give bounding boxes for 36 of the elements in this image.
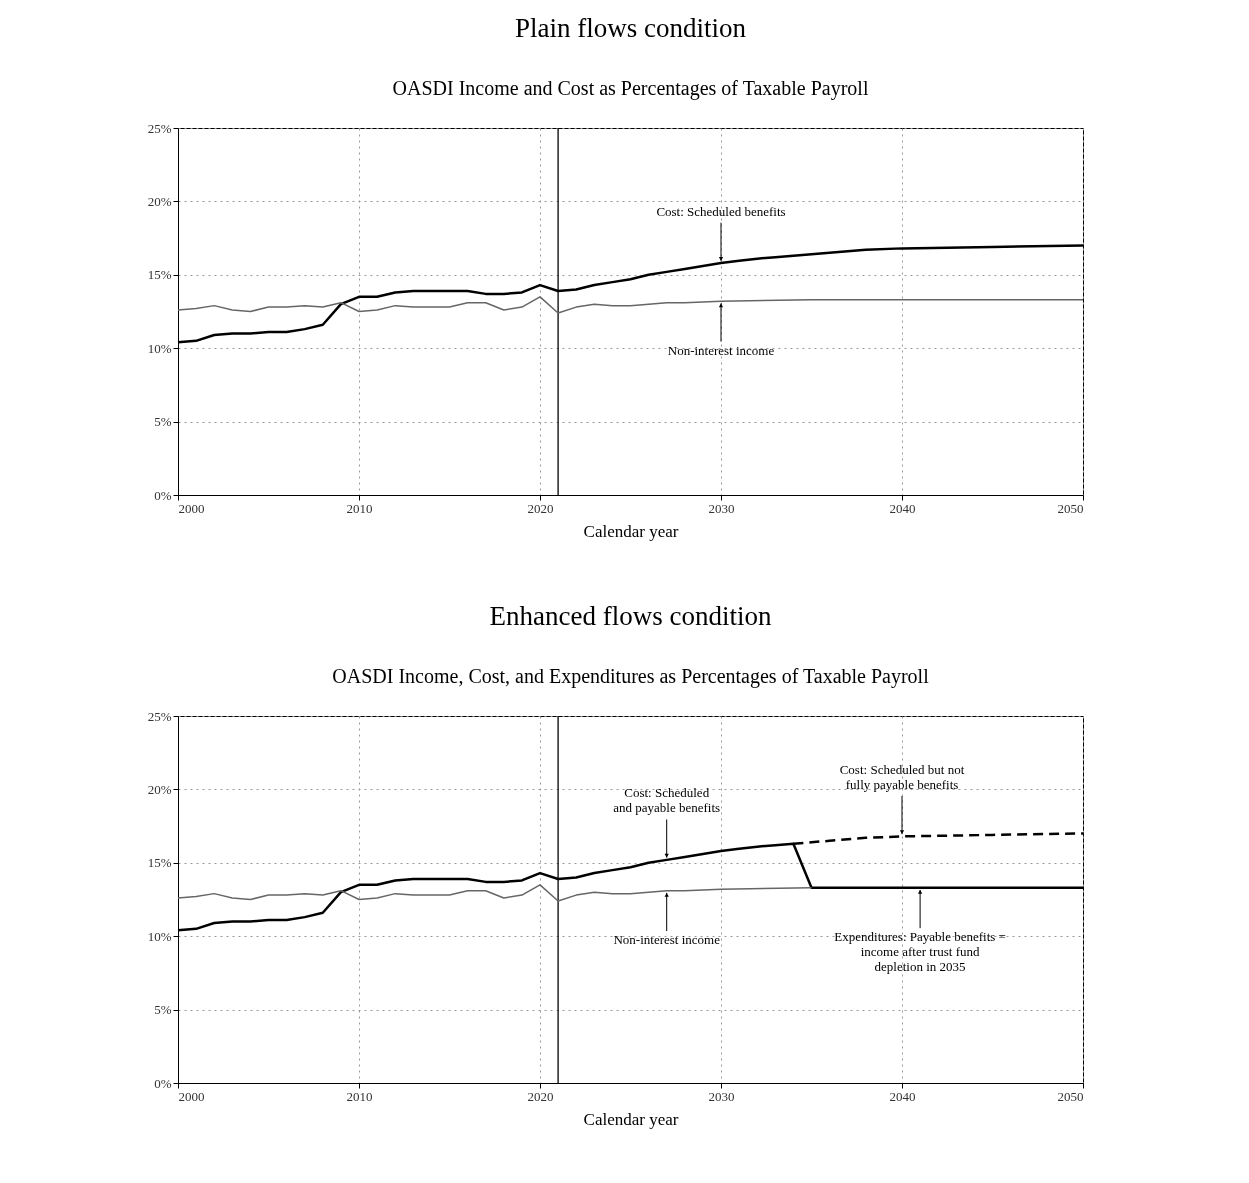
x-tick-label: 2040 [889,1088,916,1104]
chart-subtitle: OASDI Income, Cost, and Expenditures as Percentages of Taxable Payroll [332,665,930,688]
chart-title: Plain flows condition [515,13,747,43]
x-tick-label: 2010 [346,500,373,516]
annotation: Cost: Scheduled and payable benefits [613,785,721,816]
annotation: Non-interest income [613,932,721,948]
x-tick-label: 2020 [527,1088,554,1104]
chart-subtitle: OASDI Income and Cost as Percentages of Taxable Payroll [392,77,869,100]
y-tick-label: 5% [154,1002,172,1018]
x-tick-label: 2050 [1057,1088,1084,1104]
x-tick-label: 2030 [708,1088,735,1104]
x-tick-label: 2000 [178,500,205,516]
y-tick-label: 5% [154,414,172,430]
annotation: Cost: Scheduled but not fully payable benefits [839,762,965,793]
x-tick-label: 2000 [178,1088,205,1104]
x-tick-label: 2020 [527,500,554,516]
y-tick-label: 10% [147,928,172,944]
y-tick-label: 15% [147,267,172,283]
chart-title: Enhanced flows condition [489,601,772,631]
x-tick-label: 2010 [346,1088,373,1104]
y-tick-label: 25% [147,708,172,724]
x-axis-title: Calendar year [583,521,679,541]
annotation: Cost: Scheduled benefits [656,203,786,219]
y-tick-label: 0% [154,487,172,503]
y-tick-label: 15% [147,855,172,871]
x-tick-label: 2040 [889,500,916,516]
y-tick-label: 25% [147,120,172,136]
x-tick-label: 2050 [1057,500,1084,516]
y-tick-label: 10% [147,340,172,356]
y-tick-label: 20% [147,781,172,797]
y-tick-label: 0% [154,1075,172,1091]
annotation: Non-interest income [667,342,775,358]
x-axis-title: Calendar year [583,1109,679,1129]
x-tick-label: 2030 [708,500,735,516]
annotation: Expenditures: Payable benefits = income after trust fund depletion in 2035 [834,929,1006,975]
y-tick-label: 20% [147,193,172,209]
